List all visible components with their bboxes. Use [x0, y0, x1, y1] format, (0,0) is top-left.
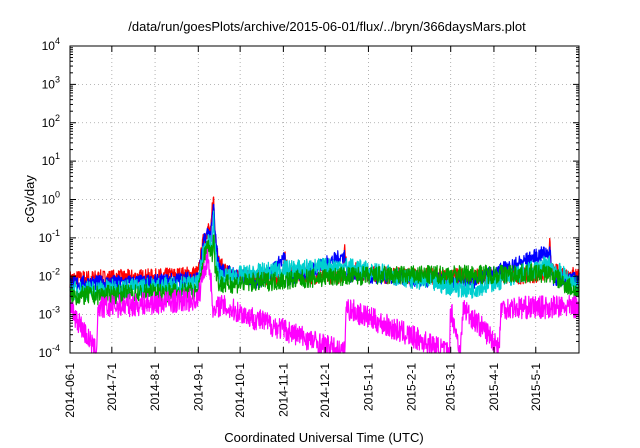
y-tick-label: 10-2 — [39, 266, 60, 283]
y-tick-label: 10-4 — [39, 343, 60, 360]
series-line — [69, 234, 580, 306]
x-tick-label: 2015-2-1 — [405, 363, 419, 411]
x-tick-label: 2015-5-1 — [529, 363, 543, 411]
y-tick-label: 101 — [42, 151, 60, 168]
y-tick-label: 103 — [42, 74, 60, 91]
x-tick-label: 2014-11-1 — [276, 363, 290, 417]
x-tick-label: 2015-1-1 — [361, 363, 375, 411]
y-tick-label: 100 — [42, 190, 60, 207]
x-axis: 2014-06-1 2014-7-1 2014-8-1 2014-9-1 2014-10… — [63, 46, 543, 418]
y-tick-label: 10-1 — [39, 228, 60, 245]
chart-title: /data/run/goesPlots/archive/2015-06-01/f… — [128, 19, 526, 34]
x-tick-label: 2014-7-1 — [105, 363, 119, 411]
x-axis-label: Coordinated Universal Time (UTC) — [224, 430, 423, 445]
x-tick-label: 2014-9-1 — [191, 363, 205, 411]
x-tick-label: 2014-06-1 — [63, 363, 77, 418]
x-tick-label: 2015-3-1 — [444, 363, 458, 411]
y-tick-label: 104 — [42, 36, 60, 53]
x-tick-label: 2015-4-1 — [487, 363, 501, 411]
series-layer — [69, 196, 580, 354]
y-axis-label: cGy/day — [22, 175, 37, 223]
y-tick-label: 10-3 — [39, 305, 60, 322]
x-tick-label: 2014-8-1 — [148, 363, 162, 411]
x-tick-label: 2014-12-1 — [318, 363, 332, 418]
series-line — [69, 248, 580, 354]
x-tick-label: 2014-10-1 — [233, 363, 247, 418]
y-tick-label: 102 — [42, 113, 60, 130]
